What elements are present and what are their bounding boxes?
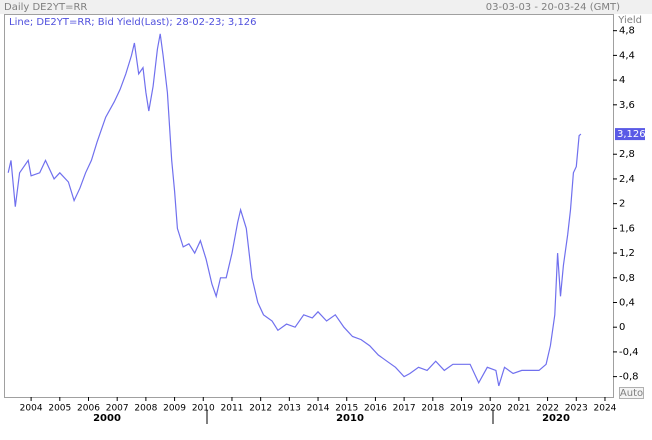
date-range: 03-03-03 - 20-03-24 (GMT) xyxy=(486,2,620,13)
auto-label[interactable]: Auto xyxy=(620,388,643,399)
y-tick-label: 4 xyxy=(619,75,625,86)
y-tick-label: 4,8 xyxy=(619,26,635,37)
auto-button[interactable] xyxy=(619,387,644,399)
x-tick-label: 2023 xyxy=(565,404,588,414)
y-tick-label: 2,4 xyxy=(619,174,635,185)
x-tick-label: 2007 xyxy=(106,404,129,414)
series-line xyxy=(7,33,582,387)
x-tick-label: 2008 xyxy=(134,404,157,414)
x-tick-label: 2004 xyxy=(20,404,43,414)
y-axis-label: Yield xyxy=(617,15,642,26)
header-bar xyxy=(0,0,652,14)
x-tick-label: 2005 xyxy=(48,404,71,414)
y-tick-label: -0,4 xyxy=(619,347,639,358)
x-tick-label: 2018 xyxy=(421,404,444,414)
y-tick-label: 0,8 xyxy=(619,273,635,284)
x-tick-label: 2009 xyxy=(163,404,186,414)
last-value-label: 3,126 xyxy=(617,129,646,140)
x-tick-label: 2016 xyxy=(364,404,387,414)
y-tick-label: 3,6 xyxy=(619,100,635,111)
y-tick-label: 1,2 xyxy=(619,248,635,259)
y-tick-label: 2 xyxy=(619,199,625,210)
x-tick-label: 2024 xyxy=(594,404,617,414)
y-tick-label: 0,4 xyxy=(619,297,635,308)
last-value-box xyxy=(615,128,645,141)
x-tick-label: 2020 xyxy=(479,404,502,414)
x-tick-label: 2010 xyxy=(192,404,215,414)
decade-label: 2000 xyxy=(93,413,121,424)
y-tick-label: 1,6 xyxy=(619,223,635,234)
x-tick-label: 2006 xyxy=(77,404,100,414)
x-tick-label: 2017 xyxy=(393,404,416,414)
x-tick-label: 2021 xyxy=(507,404,530,414)
y-tick-label: 0 xyxy=(619,322,625,333)
x-tick-label: 2013 xyxy=(278,404,301,414)
legend: Line; DE2YT=RR; Bid Yield(Last); 28-02-2… xyxy=(9,17,257,28)
x-tick-label: 2019 xyxy=(450,404,473,414)
decade-label: 2010 xyxy=(336,413,364,424)
decade-label: 2020 xyxy=(542,413,570,424)
y-tick-label: 4,4 xyxy=(619,50,635,61)
x-tick-label: 2022 xyxy=(536,404,559,414)
x-tick-label: 2011 xyxy=(221,404,244,414)
y-tick-label: -0,8 xyxy=(619,372,639,383)
x-tick-label: 2015 xyxy=(335,404,358,414)
plot-frame xyxy=(4,14,614,398)
x-tick-label: 2012 xyxy=(249,404,272,414)
x-tick-label: 2014 xyxy=(307,404,330,414)
y-tick-label: 2,8 xyxy=(619,149,635,160)
chart-title: Daily DE2YT=RR xyxy=(4,2,87,13)
